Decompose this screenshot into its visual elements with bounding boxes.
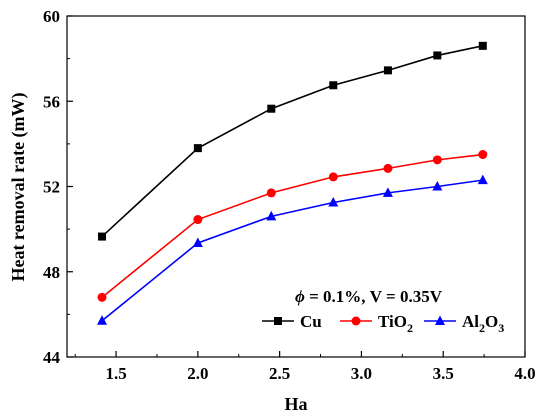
data-point (328, 172, 338, 182)
x-tick-label: 3.0 (351, 364, 372, 383)
data-point (478, 41, 487, 50)
data-point (432, 181, 443, 191)
series-line (101, 45, 483, 238)
data-point (382, 187, 393, 197)
x-tick-label: 1.5 (105, 364, 126, 383)
data-point (432, 155, 442, 165)
legend-label-subscript: 3 (498, 321, 504, 335)
annotation-rest: = 0.1%, V = 0.35V (305, 287, 443, 306)
y-tick-label: 56 (43, 92, 60, 111)
data-point (328, 196, 339, 207)
x-axis-title: Ha (284, 394, 307, 414)
data-point (383, 163, 393, 173)
y-axis-title: Heat removal rate (mW) (8, 92, 29, 281)
series-line (101, 153, 483, 298)
legend-item-al2o3: Al2O3 (424, 312, 504, 335)
data-point (97, 292, 107, 302)
annotation: ϕ = 0.1%, V = 0.35V (295, 287, 443, 306)
y-tick-label: 52 (43, 178, 60, 197)
series-tio2 (97, 150, 488, 302)
x-tick-label: 2.5 (269, 364, 290, 383)
data-point (383, 66, 392, 75)
data-point (266, 188, 276, 198)
x-tick-label: 4.0 (514, 364, 535, 383)
series-al2o3 (97, 174, 488, 325)
data-point (192, 237, 203, 247)
data-point (193, 144, 202, 153)
legend-item-tio2: TiO2 (340, 312, 413, 335)
axis-tick-labels: 1.5 2.0 2.5 3.0 3.5 4.0 44 48 52 56 60 (43, 7, 536, 383)
legend-marker (435, 315, 445, 325)
annotation-phi: ϕ (295, 287, 305, 306)
data-point (97, 315, 108, 325)
y-tick-label: 60 (43, 7, 60, 26)
legend-label-tail: O (485, 312, 498, 331)
x-tick-label: 2.0 (187, 364, 208, 383)
legend-marker (351, 316, 361, 326)
legend-label-subscript: 2 (479, 321, 485, 335)
data-point (267, 104, 276, 113)
legend-label-base: TiO (378, 312, 407, 331)
legend: Cu TiO2 Al2O3 (262, 312, 504, 335)
data-point (193, 215, 203, 225)
data-point (478, 150, 488, 160)
x-tick-label: 3.5 (433, 364, 454, 383)
data-point (477, 174, 488, 185)
data-point (329, 81, 338, 90)
legend-label-base: Cu (300, 312, 322, 331)
legend-label-base: Al (462, 312, 479, 331)
legend-item-cu: Cu (262, 312, 322, 331)
series-layer (97, 41, 488, 325)
legend-label-subscript: 2 (407, 321, 413, 335)
axis-ticks (67, 15, 526, 358)
data-point (98, 232, 107, 241)
legend-label: TiO2 (378, 312, 413, 335)
legend-marker (274, 317, 282, 325)
y-tick-label: 48 (43, 263, 60, 282)
legend-label: Cu (300, 312, 322, 331)
data-point (266, 210, 277, 221)
series-cu (98, 41, 487, 241)
y-tick-label: 44 (43, 348, 61, 367)
data-point (433, 51, 442, 60)
legend-label: Al2O3 (462, 312, 504, 335)
